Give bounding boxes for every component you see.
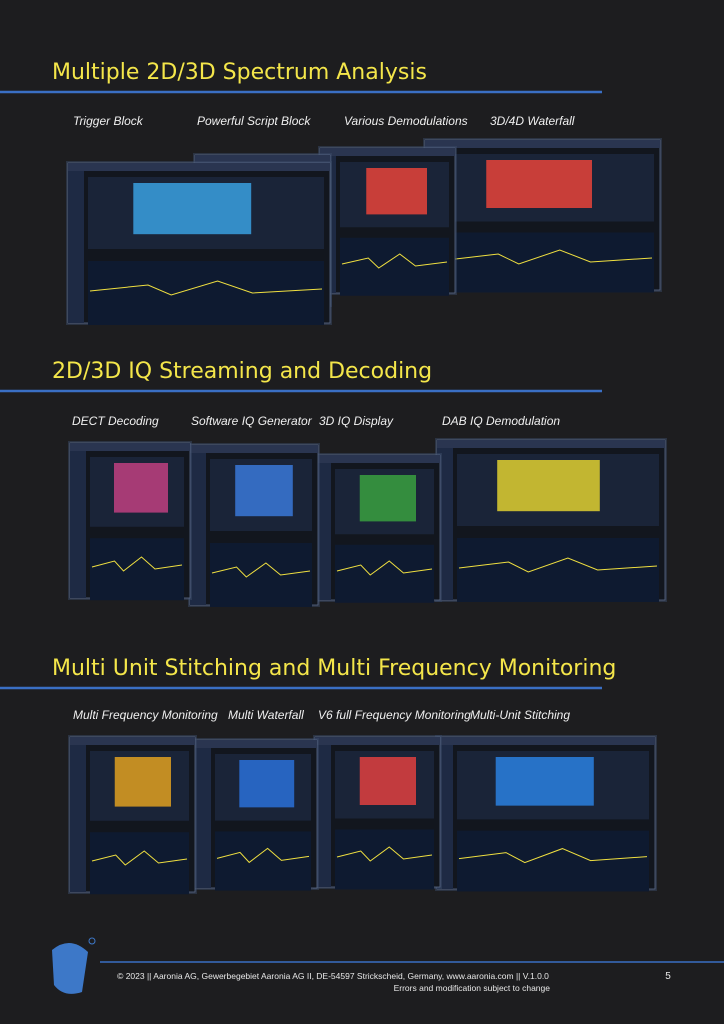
screenshot-trace-panel (335, 544, 434, 603)
screenshot (68, 441, 192, 601)
screenshot-toolbar (195, 740, 317, 748)
screenshot-trace (89, 280, 323, 296)
screenshot-trace (446, 249, 653, 265)
page-number: 5 (665, 971, 671, 982)
logo-shape (52, 942, 88, 994)
logo (52, 937, 96, 994)
screenshot-trace (341, 253, 448, 269)
screenshot-trace-panel (457, 538, 659, 602)
section: Multi Unit Stitching and Multi Frequency… (0, 656, 657, 895)
screenshot-caption: Software IQ Generator (191, 414, 313, 428)
screenshot-trace-panel (340, 237, 449, 296)
screenshot-caption: V6 full Frequency Monitoring (318, 708, 471, 722)
screenshot (188, 443, 320, 607)
screenshot-accent (359, 475, 416, 522)
screenshot-trace-panel (445, 232, 654, 293)
logo-mark (88, 937, 96, 945)
screenshot-toolbar (315, 455, 440, 463)
screenshot-trace-panel (335, 829, 434, 890)
screenshot (313, 453, 442, 603)
screenshot-toolbar (70, 443, 190, 451)
screenshot (318, 146, 457, 296)
screenshot-accent (235, 465, 293, 517)
screenshot-sidebar (190, 453, 206, 605)
section-title: 2D/3D IQ Streaming and Decoding (52, 359, 432, 384)
screenshot-toolbar (68, 163, 330, 171)
screenshot-trace-panel (215, 831, 311, 891)
screenshot-accent (114, 757, 171, 807)
screenshot-accent (114, 463, 168, 513)
screenshot-toolbar (437, 737, 655, 745)
screenshot-toolbar (70, 737, 195, 745)
screenshot-trace (91, 850, 188, 866)
screenshot-accent (366, 168, 427, 215)
screenshot-trace (211, 562, 311, 578)
screenshot (435, 735, 657, 892)
screenshot-toolbar (315, 737, 440, 745)
screenshot-trace (336, 846, 433, 862)
screenshot-accent (359, 757, 416, 805)
screenshot-caption: 3D IQ Display (319, 414, 394, 428)
screenshot-sidebar (70, 745, 86, 892)
screenshot-trace (336, 560, 433, 576)
screenshot-caption: Various Demodulations (344, 114, 468, 128)
screenshot-caption: Multi Frequency Monitoring (73, 708, 218, 722)
screenshot-trace (458, 848, 648, 864)
screenshot-caption: DAB IQ Demodulation (442, 414, 560, 428)
screenshot-toolbar (425, 140, 660, 148)
footer-copyright: © 2023 || Aaronia AG, Gewerbegebiet Aaro… (117, 971, 549, 981)
screenshot (68, 735, 197, 895)
section: Multiple 2D/3D Spectrum Analysis Trigger … (0, 60, 662, 325)
screenshot (435, 438, 667, 602)
screenshot-trace-panel (90, 538, 184, 601)
screenshot-accent (239, 760, 295, 808)
screenshot-trace (458, 557, 658, 573)
screenshot-caption: Multi Waterfall (228, 708, 304, 722)
screenshot-caption: DECT Decoding (72, 414, 159, 428)
screenshot-trace-panel (210, 543, 312, 607)
screenshot-accent (497, 460, 600, 512)
screenshot-caption: Trigger Block (73, 114, 144, 128)
sections: Multiple 2D/3D Spectrum Analysis Trigger … (0, 60, 667, 895)
screenshot-caption: 3D/4D Waterfall (490, 114, 575, 128)
screenshot-accent (495, 757, 594, 806)
screenshot (423, 138, 662, 293)
section: 2D/3D IQ Streaming and Decoding DECT Deco… (0, 359, 667, 607)
screenshot-accent (486, 160, 592, 208)
screenshot-caption: Powerful Script Block (197, 114, 311, 128)
screenshot-toolbar (190, 445, 318, 453)
screenshot-toolbar (195, 155, 330, 163)
screenshot-accent (133, 183, 252, 235)
screenshot-trace-panel (88, 261, 324, 325)
screenshot (193, 738, 319, 891)
screenshot-sidebar (68, 171, 84, 323)
screenshot-trace-panel (90, 832, 189, 895)
screenshot (66, 161, 332, 325)
screenshot (313, 735, 442, 890)
screenshot-sidebar (70, 451, 86, 598)
screenshot-caption: Multi-Unit Stitching (470, 708, 570, 722)
screenshot-trace (91, 556, 183, 572)
screenshot-trace-panel (457, 830, 649, 892)
section-title: Multiple 2D/3D Spectrum Analysis (52, 60, 427, 85)
screenshot-toolbar (320, 148, 455, 156)
screenshot-sidebar (195, 748, 211, 888)
screenshot-trace (216, 847, 310, 864)
footer-disclaimer: Errors and modification subject to chang… (394, 983, 551, 993)
screenshot-toolbar (437, 440, 665, 448)
section-title: Multi Unit Stitching and Multi Frequency… (52, 656, 616, 681)
